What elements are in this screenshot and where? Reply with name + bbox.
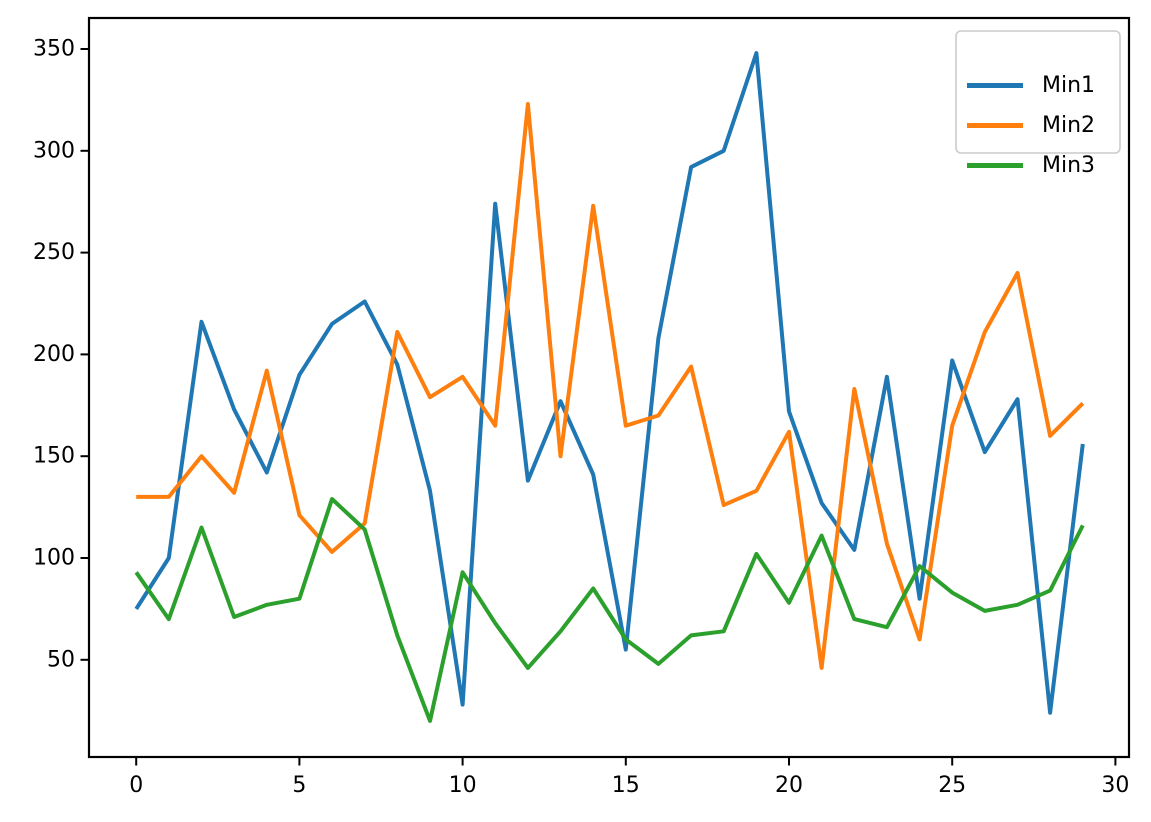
x-tick-label: 10 (449, 773, 477, 798)
y-tick-label: 200 (33, 342, 75, 367)
legend-label-min1: Min1 (1042, 73, 1095, 98)
y-tick-label: 350 (33, 37, 75, 62)
legend-label-min3: Min3 (1042, 153, 1095, 178)
x-tick-label: 0 (129, 773, 143, 798)
x-tick-label: 5 (292, 773, 306, 798)
x-tick-label: 25 (938, 773, 966, 798)
x-tick-label: 15 (612, 773, 640, 798)
legend-frame (955, 30, 1121, 154)
series-line-min3 (134, 497, 1085, 723)
x-tick-label: 20 (775, 773, 803, 798)
legend-label-min2: Min2 (1042, 113, 1095, 138)
axes-frame (87, 16, 1131, 759)
x-tick-label: 30 (1101, 773, 1129, 798)
y-tick-label: 250 (33, 240, 75, 265)
y-tick-label: 50 (47, 647, 75, 672)
y-tick-label: 100 (33, 546, 75, 571)
series-line-min2 (136, 102, 1085, 670)
y-tick-label: 300 (33, 138, 75, 163)
y-tick-label: 150 (33, 444, 75, 469)
series-line-min1 (134, 51, 1085, 715)
legend: Min1 Min2 Min3 (955, 30, 1121, 178)
